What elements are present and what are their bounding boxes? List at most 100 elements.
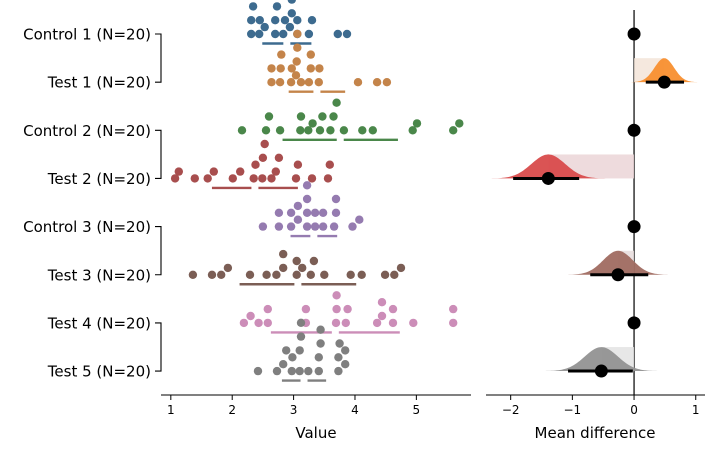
data-point bbox=[292, 57, 301, 66]
data-point bbox=[207, 270, 217, 279]
data-point bbox=[188, 270, 198, 279]
data-point bbox=[308, 119, 317, 128]
data-point bbox=[335, 339, 344, 348]
data-point bbox=[334, 353, 343, 362]
data-point bbox=[331, 208, 341, 217]
data-point bbox=[331, 194, 341, 204]
data-point bbox=[355, 215, 364, 224]
reference-point bbox=[627, 27, 641, 41]
data-point bbox=[267, 78, 276, 87]
x-tick-label: 0 bbox=[630, 403, 638, 417]
data-point bbox=[310, 208, 320, 217]
data-point bbox=[170, 174, 180, 183]
effect-point bbox=[541, 171, 555, 185]
data-point bbox=[304, 29, 314, 39]
data-point bbox=[217, 270, 226, 279]
data-point bbox=[287, 9, 296, 18]
data-point bbox=[295, 346, 304, 355]
data-point bbox=[279, 360, 288, 369]
data-point bbox=[296, 332, 306, 341]
data-point bbox=[296, 126, 305, 135]
data-point bbox=[263, 318, 272, 328]
data-point bbox=[274, 153, 284, 162]
group-label: Control 2 (N=20) bbox=[23, 122, 151, 140]
data-point bbox=[247, 29, 256, 39]
data-point bbox=[258, 174, 267, 183]
data-point bbox=[272, 366, 282, 376]
data-point bbox=[237, 126, 247, 135]
data-point bbox=[264, 112, 274, 121]
data-point bbox=[267, 64, 276, 73]
data-point bbox=[223, 263, 233, 273]
data-point bbox=[341, 346, 350, 355]
pair-bracket bbox=[155, 226, 162, 276]
data-point bbox=[455, 119, 464, 128]
effect-point bbox=[657, 75, 671, 89]
data-point bbox=[449, 304, 458, 314]
data-point bbox=[260, 22, 269, 32]
data-point bbox=[253, 366, 263, 376]
data-point bbox=[353, 78, 363, 87]
data-point bbox=[293, 43, 302, 52]
data-point bbox=[295, 366, 304, 376]
data-point bbox=[316, 325, 325, 334]
data-point bbox=[248, 2, 258, 11]
group-label: Control 3 (N=20) bbox=[23, 218, 151, 236]
data-point bbox=[333, 29, 342, 39]
data-point bbox=[190, 174, 199, 183]
group-label: Control 1 (N=20) bbox=[23, 26, 151, 44]
data-point bbox=[348, 222, 357, 231]
data-point bbox=[291, 71, 301, 80]
data-point bbox=[302, 222, 312, 231]
data-point bbox=[380, 270, 390, 279]
data-point bbox=[377, 311, 387, 321]
data-point bbox=[282, 346, 291, 355]
data-point bbox=[258, 222, 268, 231]
group-label: Test 3 (N=20) bbox=[47, 266, 151, 284]
data-point bbox=[304, 126, 313, 135]
group-label: Test 2 (N=20) bbox=[47, 170, 151, 188]
data-point bbox=[292, 256, 301, 266]
data-point bbox=[358, 126, 367, 135]
data-point bbox=[255, 29, 264, 39]
data-point bbox=[239, 318, 249, 328]
data-point bbox=[304, 78, 314, 87]
reference-point bbox=[627, 123, 641, 137]
data-point bbox=[272, 270, 281, 279]
data-point bbox=[275, 126, 285, 135]
data-point bbox=[255, 16, 264, 25]
data-point bbox=[288, 353, 297, 362]
data-point bbox=[249, 174, 258, 183]
data-point bbox=[334, 366, 343, 376]
data-point bbox=[315, 126, 325, 135]
data-point bbox=[258, 153, 268, 162]
data-point bbox=[228, 174, 237, 183]
data-point bbox=[279, 29, 288, 39]
data-point bbox=[331, 318, 341, 328]
data-point bbox=[279, 249, 288, 259]
data-point bbox=[368, 126, 377, 135]
data-point bbox=[261, 126, 271, 135]
data-point bbox=[285, 22, 295, 32]
data-point bbox=[314, 366, 323, 376]
data-point bbox=[307, 16, 317, 25]
data-point bbox=[274, 208, 284, 217]
bootstrap-distribution bbox=[535, 347, 668, 371]
reference-point bbox=[627, 220, 641, 234]
data-point bbox=[293, 201, 303, 211]
data-point bbox=[318, 112, 327, 121]
data-point bbox=[390, 270, 399, 279]
data-point bbox=[293, 160, 303, 169]
data-point bbox=[286, 208, 296, 217]
data-point bbox=[254, 318, 263, 328]
x-tick-label: −2 bbox=[502, 403, 520, 417]
data-point bbox=[287, 64, 296, 73]
data-point bbox=[296, 112, 306, 121]
x-tick-label: −1 bbox=[564, 403, 582, 417]
data-point bbox=[287, 366, 296, 376]
data-point bbox=[309, 256, 319, 266]
data-point bbox=[267, 174, 276, 183]
data-point bbox=[307, 174, 317, 183]
data-point bbox=[357, 270, 366, 279]
